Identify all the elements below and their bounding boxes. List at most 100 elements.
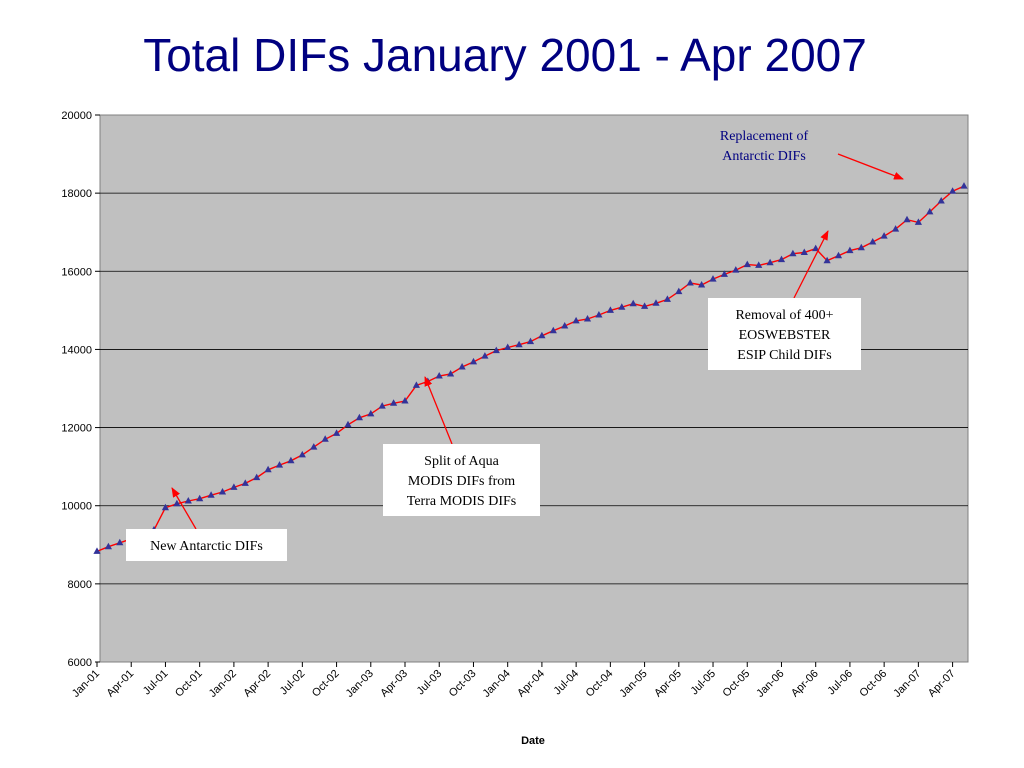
x-tick-label: Apr-06 (789, 668, 821, 700)
data-point (241, 479, 249, 486)
data-point (104, 542, 112, 550)
x-tick-label: Jan-06 (754, 668, 786, 700)
data-point (355, 413, 363, 421)
data-point (595, 311, 603, 318)
data-point (880, 232, 888, 239)
data-point (914, 218, 922, 225)
data-point (675, 287, 683, 295)
data-point (926, 207, 934, 215)
data-point (218, 488, 227, 495)
data-point (264, 465, 272, 473)
x-tick-label: Apr-05 (652, 668, 684, 700)
annotation-text: Replacement of (720, 129, 809, 144)
y-tick-label: 10000 (61, 501, 92, 513)
x-tick-label: Oct-04 (584, 668, 616, 700)
data-point (892, 225, 900, 232)
annotation-text: Antarctic DIFs (722, 149, 806, 164)
data-point (230, 483, 238, 490)
data-point (903, 215, 911, 223)
annotation-text: ESIP Child DIFs (737, 348, 831, 363)
annotation-text: Terra MODIS DIFs (407, 494, 516, 509)
annotation-text: Removal of 400+ (735, 308, 833, 323)
data-point (766, 258, 774, 266)
x-tick-label: Apr-03 (378, 668, 410, 700)
annotation-text: New Antarctic DIFs (150, 539, 263, 554)
data-point (561, 322, 569, 329)
data-point (116, 538, 124, 546)
data-point (207, 491, 215, 498)
data-point (492, 346, 500, 354)
x-tick-label: Jan-07 (891, 668, 923, 700)
x-tick-label: Jul-03 (415, 668, 445, 698)
plot-area (99, 114, 969, 663)
data-point (800, 248, 808, 255)
data-point (812, 244, 820, 252)
annotation-box (383, 444, 540, 516)
data-point (344, 420, 352, 428)
data-point (173, 499, 181, 507)
data-point (709, 275, 717, 282)
annotation-text: MODIS DIFs from (408, 474, 515, 489)
x-tick-label: Jan-04 (481, 668, 513, 700)
data-point (253, 473, 261, 481)
data-point (789, 249, 797, 257)
y-tick-label: 8000 (68, 579, 92, 591)
data-point (515, 340, 523, 348)
x-tick-label: Jul-01 (141, 668, 171, 698)
data-point (572, 316, 580, 324)
data-point (196, 494, 204, 502)
slide-title: Total DIFs January 2001 - Apr 2007 (143, 29, 867, 81)
annotation-text: Split of Aqua (424, 454, 499, 469)
data-point (846, 246, 854, 254)
data-point (823, 256, 831, 264)
data-point (435, 372, 443, 379)
data-point (949, 187, 957, 194)
data-point (412, 381, 420, 388)
x-tick-label: Jan-03 (344, 668, 376, 700)
data-point (960, 182, 968, 189)
data-point (184, 497, 192, 504)
data-point (526, 337, 535, 345)
x-tick-label: Oct-05 (721, 668, 753, 700)
x-tick-label: Jul-05 (688, 668, 718, 698)
data-point (641, 302, 649, 309)
data-point (321, 435, 329, 442)
annotation-arrow (793, 230, 829, 299)
data-point (458, 363, 466, 370)
x-tick-label: Oct-01 (173, 668, 205, 700)
x-tick-label: Apr-02 (241, 668, 273, 700)
data-point (583, 315, 592, 322)
x-tick-label: Jan-01 (70, 668, 102, 700)
x-tick-label: Apr-07 (926, 668, 958, 700)
data-point (629, 299, 637, 307)
annotation-text: EOSWEBSTER (739, 328, 831, 343)
data-point (606, 306, 614, 313)
data-point (755, 261, 763, 268)
data-point (390, 399, 398, 406)
data-point (93, 547, 101, 554)
x-tick-label: Oct-03 (447, 668, 479, 700)
data-point (447, 370, 455, 377)
data-point (401, 397, 409, 404)
x-tick-label: Apr-04 (515, 668, 547, 700)
annotation-box (708, 298, 861, 370)
y-tick-label: 16000 (61, 266, 92, 278)
y-tick-label: 18000 (61, 188, 92, 200)
x-tick-label: Jul-02 (278, 668, 308, 698)
annotation-arrow (424, 376, 453, 445)
data-point (538, 331, 546, 339)
data-point (652, 299, 660, 306)
annotation-arrow (171, 487, 197, 530)
data-point (298, 450, 306, 458)
x-tick-label: Oct-06 (857, 668, 889, 700)
x-tick-label: Oct-02 (310, 668, 342, 700)
data-point (777, 255, 786, 263)
data-point (743, 260, 751, 268)
x-tick-label: Jul-06 (825, 668, 855, 698)
data-point (937, 197, 945, 204)
y-tick-label: 6000 (68, 657, 92, 669)
data-point (275, 461, 284, 468)
data-point (663, 295, 671, 302)
annotation-arrow (837, 153, 904, 180)
